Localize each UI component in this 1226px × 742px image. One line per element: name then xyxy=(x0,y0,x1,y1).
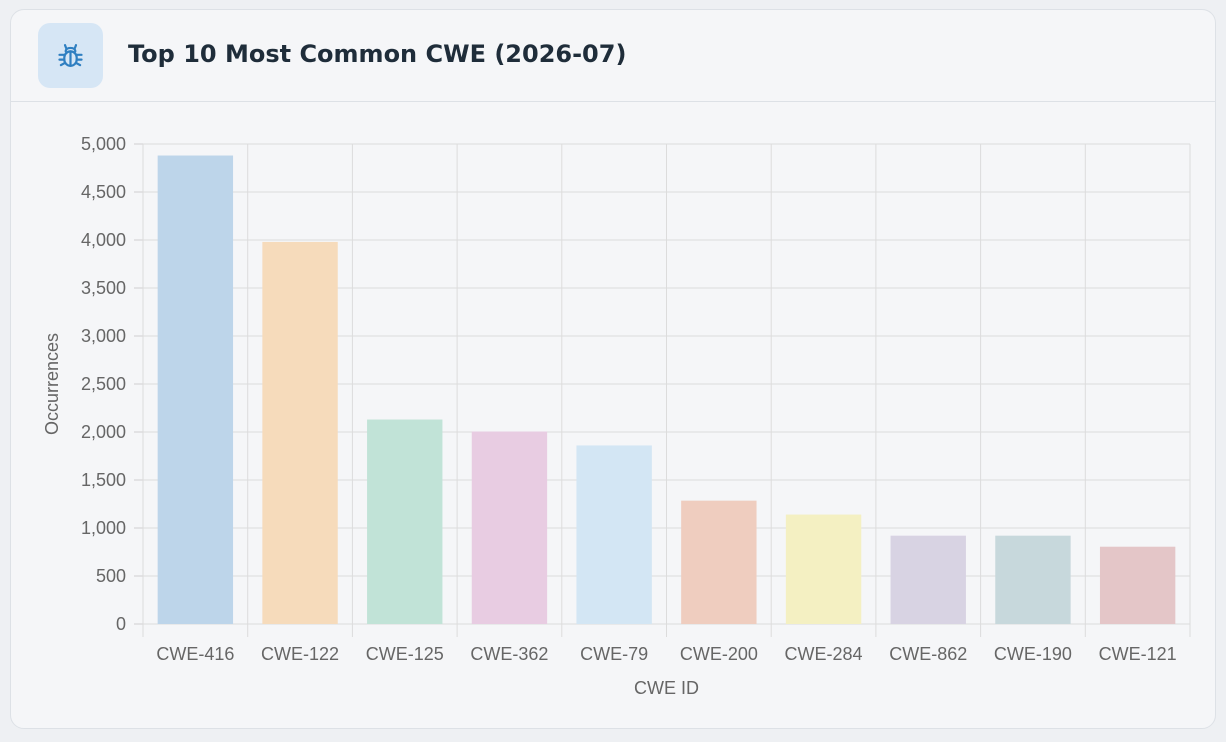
chart-card: Top 10 Most Common CWE (2026-07) 0 500 1,0… xyxy=(10,9,1216,729)
bar-cwe-79 xyxy=(576,445,652,624)
y-tick-label: 2,500 xyxy=(81,374,126,394)
bar-cwe-125 xyxy=(367,419,443,624)
x-tick-label: CWE-416 xyxy=(156,644,234,664)
icon-badge xyxy=(38,23,103,88)
bar-cwe-362 xyxy=(471,431,548,624)
x-axis-title: CWE ID xyxy=(634,678,699,698)
x-tick-label: CWE-190 xyxy=(994,644,1072,664)
bug-icon xyxy=(58,44,83,67)
y-tick-label: 4,500 xyxy=(81,182,126,202)
y-tick-label: 4,000 xyxy=(81,230,126,250)
bar-cwe-121 xyxy=(1099,546,1176,624)
bar-cwe-416 xyxy=(157,155,234,624)
card-header: Top 10 Most Common CWE (2026-07) xyxy=(11,10,1215,102)
y-tick-label: 5,000 xyxy=(81,134,126,154)
x-tick-label: CWE-200 xyxy=(680,644,758,664)
x-tick-label: CWE-79 xyxy=(580,644,648,664)
y-tick-label: 500 xyxy=(96,566,126,586)
bar-chart: 0 500 1,000 1,500 2,000 2,500 3,000 3,500 4,000 4… xyxy=(42,134,1191,698)
bar-cwe-190 xyxy=(995,535,1071,624)
y-tick-label: 0 xyxy=(116,614,126,634)
y-tick-label: 1,500 xyxy=(81,470,126,490)
x-tick-label: CWE-125 xyxy=(366,644,444,664)
bar-cwe-122 xyxy=(262,241,338,625)
x-tick-label: CWE-122 xyxy=(261,644,339,664)
y-tick-label: 1,000 xyxy=(81,518,126,538)
bar-cwe-284 xyxy=(785,514,862,624)
x-tick-label: CWE-362 xyxy=(470,644,548,664)
x-tick-label: CWE-284 xyxy=(785,644,863,664)
y-axis-title: Occurrences xyxy=(42,333,62,435)
y-tick-label: 3,000 xyxy=(81,326,126,346)
bar-cwe-862 xyxy=(890,535,966,624)
x-tick-label: CWE-121 xyxy=(1099,644,1177,664)
y-tick-label: 3,500 xyxy=(81,278,126,298)
bar-cwe-200 xyxy=(681,500,757,624)
x-tick-label: CWE-862 xyxy=(889,644,967,664)
page-title: Top 10 Most Common CWE (2026-07) xyxy=(128,40,627,68)
y-tick-label: 2,000 xyxy=(81,422,126,442)
